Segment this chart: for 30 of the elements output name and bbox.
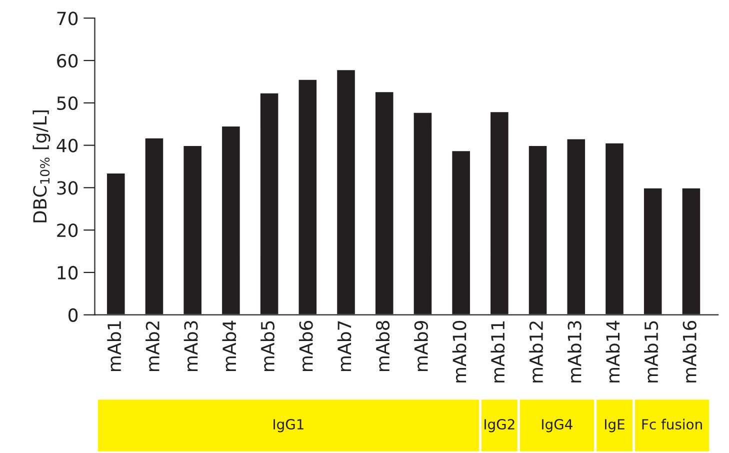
x-tick-label: mAb6 <box>298 320 313 371</box>
x-tick-label: mAb7 <box>337 321 352 371</box>
y-tick-label: 0 <box>68 308 78 322</box>
y-tick-label: 50 <box>57 96 78 110</box>
y-axis-title: DBC$_{10%}$ [g/L] <box>32 110 50 222</box>
x-tick-label: mAb15 <box>644 321 658 382</box>
text: IgG4 <box>542 419 572 432</box>
y-tick-label: 10 <box>58 266 78 280</box>
y-tick-label: 70 <box>57 12 78 26</box>
text: Fc fusion <box>642 418 702 430</box>
x-tick-label: mAb9 <box>414 320 428 371</box>
x-tick-label: mAb10 <box>452 320 466 382</box>
x-tick-label: mAb14 <box>606 320 620 382</box>
x-tick-label: mAb12 <box>529 322 544 382</box>
y-tick-label: 40 <box>56 138 78 152</box>
x-tick-label: mAb2 <box>145 322 160 371</box>
x-tick-label: mAb11 <box>490 321 505 382</box>
x-tick-label: mAb3 <box>184 321 198 371</box>
text: IgG1 <box>274 419 304 432</box>
x-tick-label: mAb16 <box>682 320 696 382</box>
y-tick-label: 30 <box>57 181 78 195</box>
x-tick-label: mAb4 <box>222 320 236 371</box>
x-tick-label: mAb8 <box>376 320 390 371</box>
text: IgG2 <box>484 419 514 432</box>
y-tick-label: 60 <box>57 54 78 68</box>
x-tick-label: mAb5 <box>260 321 275 371</box>
text: IgE <box>605 419 624 432</box>
x-tick-label: mAb13 <box>567 321 582 382</box>
x-tick-label: mAb1 <box>107 321 122 371</box>
y-tick-label: 20 <box>57 224 78 238</box>
